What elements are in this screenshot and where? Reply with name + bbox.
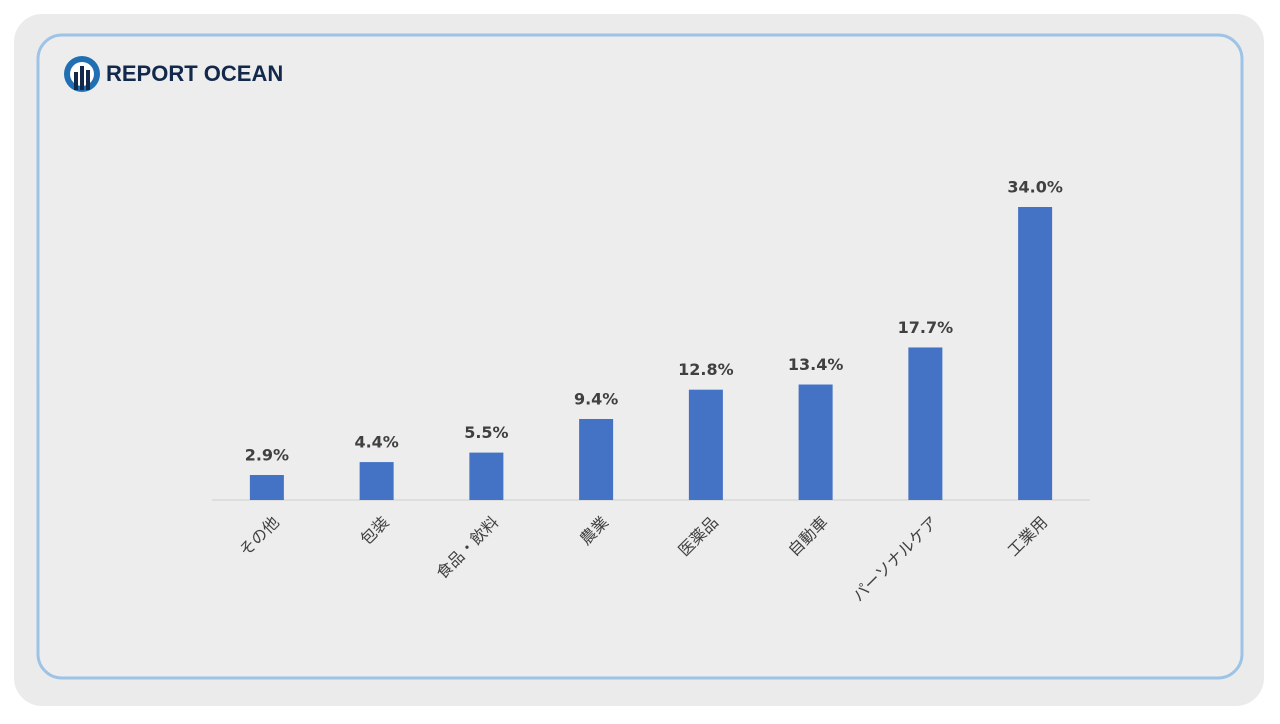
bar bbox=[359, 462, 394, 500]
bar bbox=[1018, 207, 1053, 500]
data-label: 12.8% bbox=[678, 360, 734, 379]
data-label: 4.4% bbox=[354, 433, 398, 452]
data-label: 2.9% bbox=[245, 446, 289, 465]
bar bbox=[249, 475, 284, 500]
bar bbox=[908, 347, 943, 500]
bar bbox=[798, 384, 833, 500]
bar bbox=[469, 452, 504, 500]
data-label: 13.4% bbox=[788, 355, 844, 374]
bar bbox=[688, 389, 723, 500]
data-label: 17.7% bbox=[898, 318, 954, 337]
data-label: 34.0% bbox=[1007, 178, 1063, 197]
data-label: 5.5% bbox=[464, 423, 508, 442]
brand-name: REPORT OCEAN bbox=[106, 61, 283, 86]
logo-icon bbox=[64, 56, 100, 92]
data-label: 9.4% bbox=[574, 389, 618, 408]
bar bbox=[579, 418, 614, 500]
chart-frame bbox=[36, 33, 1244, 680]
